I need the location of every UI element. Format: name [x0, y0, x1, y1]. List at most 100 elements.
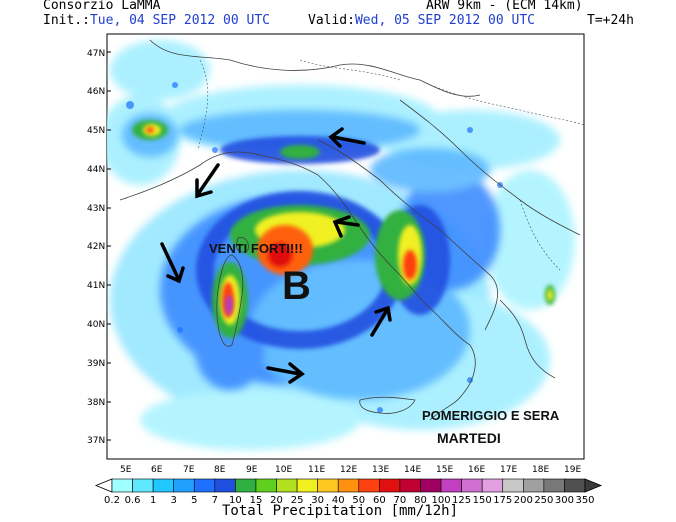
scale-swatch	[296, 478, 318, 493]
scale-swatch	[276, 478, 298, 493]
valid-row: Valid:Wed, 05 SEP 2012 00 UTC	[308, 14, 535, 28]
lon-label: 14E	[404, 465, 421, 475]
lon-label: 13E	[372, 465, 389, 475]
lon-label: 17E	[500, 465, 517, 475]
latitude-labels: 47N 46N 45N 44N 43N 42N 41N 40N 39N 38N …	[87, 49, 105, 446]
scale-label: 15	[250, 495, 263, 506]
scale-swatch	[193, 478, 216, 493]
lon-label: 18E	[532, 465, 549, 475]
scale-label: 200	[514, 495, 533, 506]
lon-label: 10E	[275, 465, 292, 475]
coastlines	[119, 39, 581, 421]
scale-label: 40	[332, 495, 345, 506]
scale-label: 3	[171, 495, 177, 506]
scale-swatch	[214, 478, 236, 493]
scale-label: 0.2	[104, 495, 120, 506]
scale-arrow-left	[94, 478, 113, 493]
scale-label: 7	[212, 495, 218, 506]
valid-time: Wed, 05 SEP 2012 00 UTC	[354, 13, 535, 28]
lat-label: 41N	[87, 281, 105, 291]
longitude-labels: 5E 6E 7E 8E 9E 10E 11E 12E 13E 14E 15E 1…	[120, 465, 581, 475]
scale-label: 10	[229, 495, 242, 506]
scale-swatch	[420, 478, 442, 493]
scale-label: 0.6	[125, 495, 141, 506]
wind-arrow	[332, 215, 360, 238]
lon-label: 19E	[564, 465, 581, 475]
scale-swatch	[255, 478, 277, 493]
lat-label: 42N	[87, 242, 105, 252]
scale-label: 5	[191, 495, 197, 506]
wind-arrow	[195, 163, 220, 199]
lead-time: T=+24h	[587, 13, 634, 28]
scale-label: 125	[452, 495, 471, 506]
scale-swatch	[235, 478, 257, 493]
precipitation-color-scale: 0.2 0.6 1 3 5 7 10 15 20 25 30 40 50 60 70 80 100 125 150 1…	[94, 478, 603, 506]
lat-label: 47N	[87, 49, 105, 59]
lon-label: 9E	[246, 465, 258, 475]
lat-label: 43N	[87, 204, 105, 214]
scale-label: 30	[311, 495, 324, 506]
scale-swatch	[543, 478, 565, 493]
model-title: ARW 9km - (ECM 14km)	[426, 0, 583, 13]
lon-label: 12E	[340, 465, 357, 475]
scale-swatch	[317, 478, 339, 493]
winds-annotation: VENTI FORTI!!!	[209, 241, 303, 256]
scale-swatch	[132, 478, 154, 493]
scale-swatch	[502, 478, 524, 493]
valid-label: Valid:	[308, 13, 355, 28]
frame-ticks	[107, 51, 111, 441]
scale-swatch	[523, 478, 545, 493]
scale-label: 25	[291, 495, 304, 506]
scale-label: 80	[414, 495, 427, 506]
scale-label: 50	[352, 495, 365, 506]
country-borders	[197, 59, 584, 271]
init-time: Tue, 04 SEP 2012 00 UTC	[89, 13, 270, 28]
scale-swatch	[481, 478, 504, 493]
period-annotation-line1: POMERIGGIO E SERA	[422, 408, 560, 423]
scale-swatch	[379, 478, 401, 493]
scale-label: 20	[270, 495, 283, 506]
scale-arrow-right	[584, 478, 603, 493]
lat-label: 38N	[87, 398, 105, 408]
wind-arrows	[160, 127, 392, 384]
scale-swatch	[440, 478, 462, 493]
lat-label: 44N	[87, 165, 105, 175]
scale-label: 250	[534, 495, 553, 506]
scale-label: 70	[394, 495, 407, 506]
scale-label: 1	[150, 495, 156, 506]
wind-arrow	[160, 242, 185, 284]
lat-label: 37N	[87, 436, 105, 446]
lon-label: 8E	[214, 465, 226, 475]
scale-swatch	[111, 478, 133, 493]
scale-swatch	[152, 478, 174, 493]
scale-label: 175	[493, 495, 512, 506]
scale-swatch	[358, 478, 380, 493]
scale-label: 300	[555, 495, 574, 506]
producer-title: Consorzio LaMMA	[43, 0, 161, 13]
lon-label: 15E	[436, 465, 453, 475]
period-annotation-line2: MARTEDI	[437, 430, 501, 446]
lon-label: 11E	[308, 465, 325, 475]
wind-arrow	[370, 305, 392, 337]
lon-label: 5E	[120, 465, 132, 475]
low-pressure-label: B	[282, 264, 311, 308]
scale-swatch	[399, 478, 421, 493]
scale-label: 350	[575, 495, 594, 506]
scale-swatch	[337, 478, 360, 493]
scale-label: 100	[431, 495, 450, 506]
lon-label: 7E	[183, 465, 195, 475]
init-row: Init.:Tue, 04 SEP 2012 00 UTC	[43, 14, 270, 28]
wind-arrow	[328, 127, 366, 148]
lat-label: 45N	[87, 126, 105, 136]
init-label: Init.:	[43, 13, 90, 28]
scale-swatch	[461, 478, 483, 493]
lat-label: 46N	[87, 87, 105, 97]
wind-arrow	[266, 362, 305, 384]
lon-label: 6E	[151, 465, 163, 475]
scale-label: 150	[473, 495, 492, 506]
scale-label: 60	[373, 495, 386, 506]
lat-label: 39N	[87, 359, 105, 369]
scale-swatch	[564, 478, 586, 493]
scale-swatch	[173, 478, 195, 493]
